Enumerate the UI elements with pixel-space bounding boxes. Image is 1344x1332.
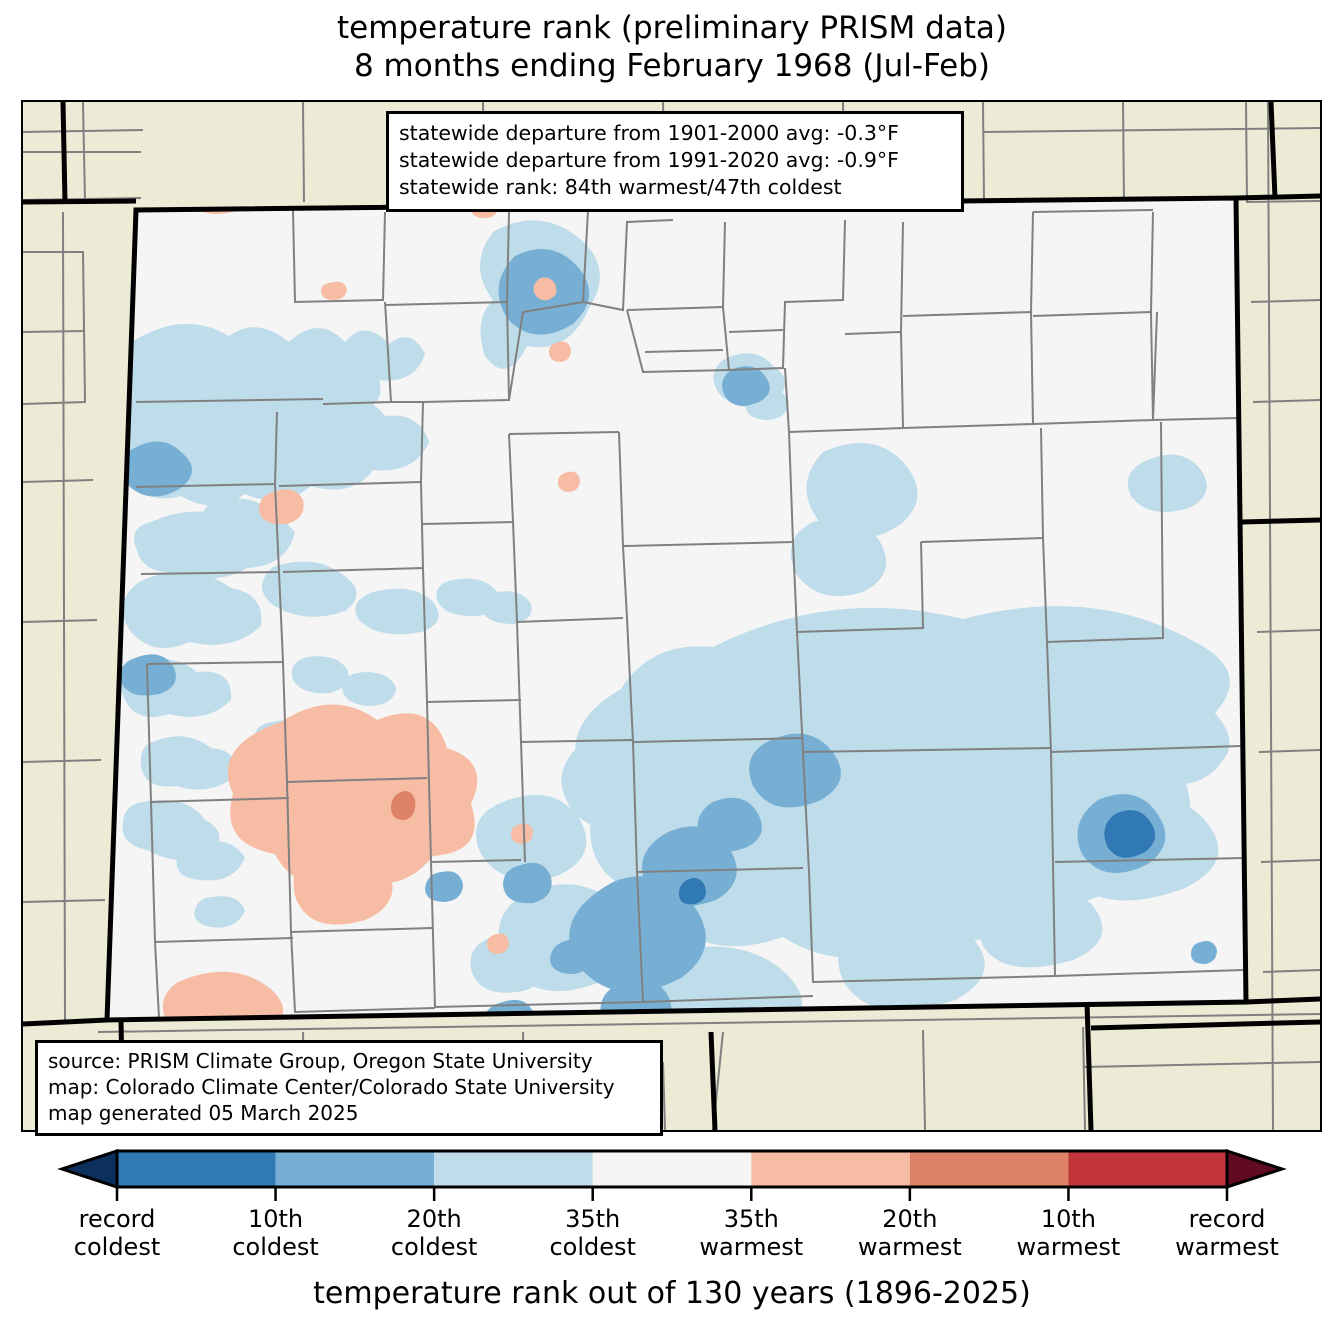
colorbar-outline (115, 1149, 1229, 1189)
colorbar-tick-label-bottom: coldest (390, 1233, 478, 1262)
colorbar-labels: record coldest 10th coldest 20th coldest 35th c… (0, 1205, 1344, 1265)
colorbar-ticks (115, 1187, 1229, 1201)
colorbar-tick-label-top: record (78, 1205, 156, 1233)
rank-band-record-10-coldest (679, 810, 1156, 905)
colorbar (0, 1143, 1344, 1203)
colorbar-tick-label: record coldest (32, 1205, 202, 1262)
departure-1991-2020: statewide departure from 1991-2020 avg: … (399, 148, 899, 173)
colorado-county-lines (135, 209, 1246, 1019)
colorbar-extend-max (1225, 1148, 1287, 1190)
colorbar-tick-label-top: 10th (247, 1205, 304, 1233)
colorbar-tick-label: 10th warmest (983, 1205, 1153, 1262)
colorbar-tick-label-bottom: coldest (73, 1233, 161, 1262)
colorbar-tick-label-bottom: warmest (1016, 1233, 1121, 1262)
colorbar-band (275, 1151, 435, 1187)
map-canvas (21, 100, 1322, 1132)
colorbar-band (592, 1151, 752, 1187)
statewide-summary-box: statewide departure from 1901-2000 avg: … (386, 111, 964, 213)
map-layers (23, 102, 1320, 1130)
neighbor-county-lines (23, 102, 1320, 1130)
colorbar-tick-label: 35th coldest (508, 1205, 678, 1262)
colorbar-band (1068, 1151, 1227, 1187)
colorbar-tick-label-bottom: warmest (1175, 1233, 1279, 1262)
colorbar-tick-label: 10th coldest (191, 1205, 361, 1262)
colorbar-tick-label-bottom: coldest (549, 1233, 636, 1262)
colorbar-tick-label-top: 35th (723, 1205, 779, 1233)
colorbar-tick-label-top: 20th (406, 1205, 462, 1233)
colorado-interior (107, 198, 1246, 1020)
map-credit-line: map: Colorado Climate Center/Colorado St… (48, 1075, 615, 1099)
colorbar-tick-label: record warmest (1142, 1205, 1312, 1262)
colorbar-band (434, 1151, 593, 1187)
map-generated-line: map generated 05 March 2025 (48, 1101, 359, 1125)
colorbar-tick-label: 20th warmest (825, 1205, 995, 1262)
colorbar-svg (57, 1148, 1287, 1201)
departure-1901-2000: statewide departure from 1901-2000 avg: … (399, 121, 899, 145)
colorbar-tick-label: 35th warmest (666, 1205, 836, 1262)
colorbar-band (909, 1151, 1069, 1187)
source-line: source: PRISM Climate Group, Oregon Stat… (48, 1049, 593, 1073)
colorbar-extend-min (57, 1148, 119, 1190)
colorbar-tick-label-top: 20th (882, 1205, 938, 1233)
source-attribution-box: source: PRISM Climate Group, Oregon Stat… (35, 1040, 663, 1136)
title-line-1: temperature rank (preliminary PRISM data… (336, 10, 1007, 46)
colorbar-bands (57, 1148, 1287, 1190)
colorbar-band (117, 1151, 276, 1187)
colorbar-tick-label-top: record (1188, 1205, 1266, 1233)
colorbar-tick-label-bottom: coldest (232, 1233, 319, 1262)
colorbar-tick-label-bottom: warmest (699, 1233, 804, 1262)
colorado-temperature-rank-map (23, 102, 1320, 1130)
title-line-2: 8 months ending February 1968 (Jul-Feb) (353, 47, 990, 84)
colorbar-tick-label-top: 10th (1040, 1205, 1096, 1233)
colorbar-tick-label-bottom: warmest (857, 1233, 962, 1262)
colorbar-tick-label: 20th coldest (349, 1205, 519, 1262)
colorbar-tick-label-top: 35th (565, 1205, 621, 1233)
colorbar-band (751, 1151, 910, 1187)
page-title: temperature rank (preliminary PRISM data… (0, 10, 1344, 86)
rank-band-20-10-warmest (391, 791, 416, 820)
statewide-rank: statewide rank: 84th warmest/47th coldes… (399, 175, 842, 200)
colorbar-caption: temperature rank out of 130 years (1896-… (313, 1276, 1031, 1311)
rank-band-35-20-warmest (162, 198, 580, 1020)
